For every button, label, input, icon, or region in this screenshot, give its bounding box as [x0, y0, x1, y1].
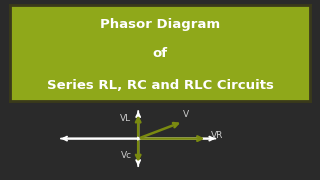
Text: VL: VL [120, 114, 131, 123]
Text: V: V [183, 110, 189, 119]
Text: Phasor Diagram: Phasor Diagram [100, 18, 220, 31]
Text: of: of [152, 47, 168, 60]
Text: Vc: Vc [121, 151, 132, 160]
Text: VR: VR [211, 131, 223, 140]
Text: Series RL, RC and RLC Circuits: Series RL, RC and RLC Circuits [47, 79, 273, 92]
